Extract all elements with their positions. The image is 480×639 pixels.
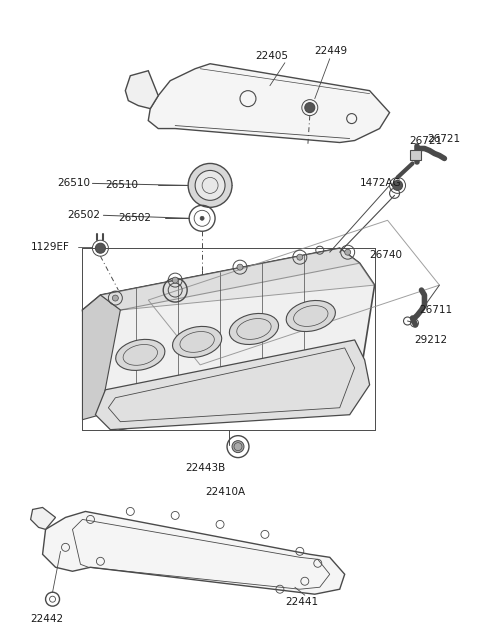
Circle shape xyxy=(237,264,243,270)
Polygon shape xyxy=(43,511,345,594)
Circle shape xyxy=(345,249,351,255)
Text: 29212: 29212 xyxy=(415,335,448,345)
Polygon shape xyxy=(125,71,158,109)
Circle shape xyxy=(195,171,225,201)
Text: 22443B: 22443B xyxy=(185,463,225,473)
Circle shape xyxy=(112,295,119,301)
Text: 26510: 26510 xyxy=(58,178,90,189)
Ellipse shape xyxy=(116,339,165,371)
Bar xyxy=(409,151,421,160)
Polygon shape xyxy=(83,248,374,429)
Text: 26502: 26502 xyxy=(67,210,100,220)
Polygon shape xyxy=(31,507,56,529)
Circle shape xyxy=(393,180,403,190)
Polygon shape xyxy=(100,248,360,310)
Text: 1472AG: 1472AG xyxy=(360,178,401,189)
Ellipse shape xyxy=(229,314,278,344)
Circle shape xyxy=(200,216,204,220)
Text: 26510: 26510 xyxy=(106,180,138,190)
Text: 26740: 26740 xyxy=(370,250,403,260)
Text: 22442: 22442 xyxy=(31,614,64,624)
Text: 26721: 26721 xyxy=(409,135,443,146)
Text: 22405: 22405 xyxy=(255,50,288,61)
Ellipse shape xyxy=(172,327,222,357)
Ellipse shape xyxy=(286,300,336,332)
Text: 26502: 26502 xyxy=(119,213,151,223)
Circle shape xyxy=(172,277,178,283)
Circle shape xyxy=(232,441,244,452)
Circle shape xyxy=(96,243,106,253)
Circle shape xyxy=(305,103,315,112)
Text: 22441: 22441 xyxy=(285,597,318,607)
Text: 26721: 26721 xyxy=(428,134,461,144)
Polygon shape xyxy=(96,340,370,429)
Polygon shape xyxy=(148,64,390,142)
Text: 22449: 22449 xyxy=(314,46,347,56)
Text: 26711: 26711 xyxy=(420,305,453,315)
Text: 1129EF: 1129EF xyxy=(31,242,70,252)
Circle shape xyxy=(297,254,303,260)
Polygon shape xyxy=(100,248,374,310)
Polygon shape xyxy=(83,295,120,420)
Text: 22410A: 22410A xyxy=(205,486,245,497)
Circle shape xyxy=(188,164,232,207)
